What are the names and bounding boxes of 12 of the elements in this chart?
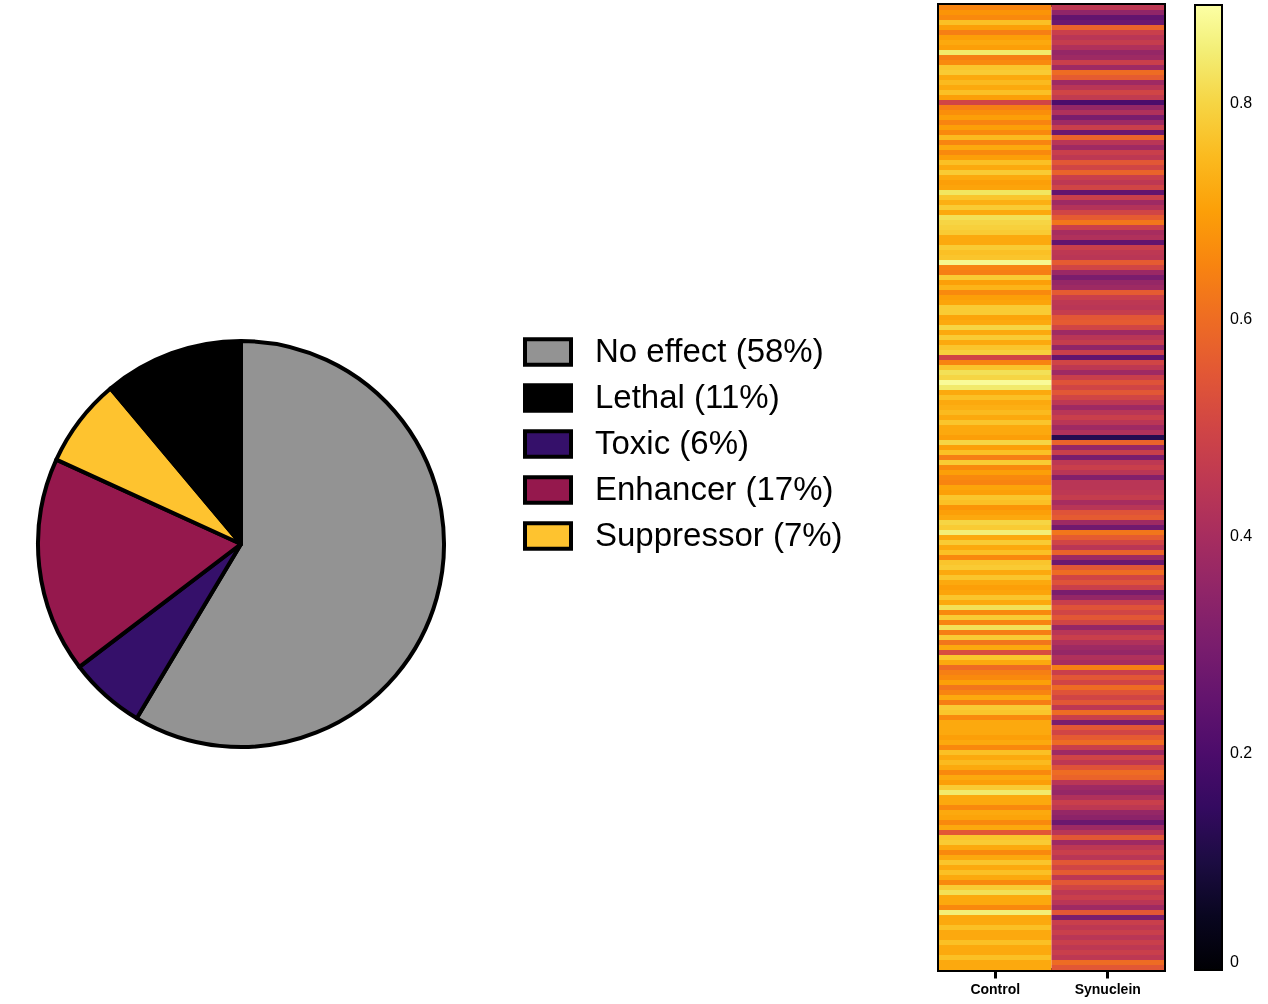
color-bar-label: 0 (1230, 953, 1239, 970)
legend-label: Enhancer (17%) (595, 470, 834, 507)
legend-label: Toxic (6%) (595, 424, 750, 461)
legend-label: No effect (58%) (595, 332, 824, 369)
legend-label: Lethal (11%) (595, 378, 780, 415)
x-tick-label: Synuclein (1074, 980, 1141, 997)
color-bar-label: 0.2 (1230, 744, 1253, 762)
x-tick-label: Control (970, 980, 1021, 997)
color-bar-label: 0.8 (1230, 93, 1253, 111)
color-bar-label: 0.6 (1230, 310, 1253, 328)
legend-label: Suppressor (7%) (595, 516, 843, 553)
color-bar-label: 0.4 (1230, 527, 1253, 545)
